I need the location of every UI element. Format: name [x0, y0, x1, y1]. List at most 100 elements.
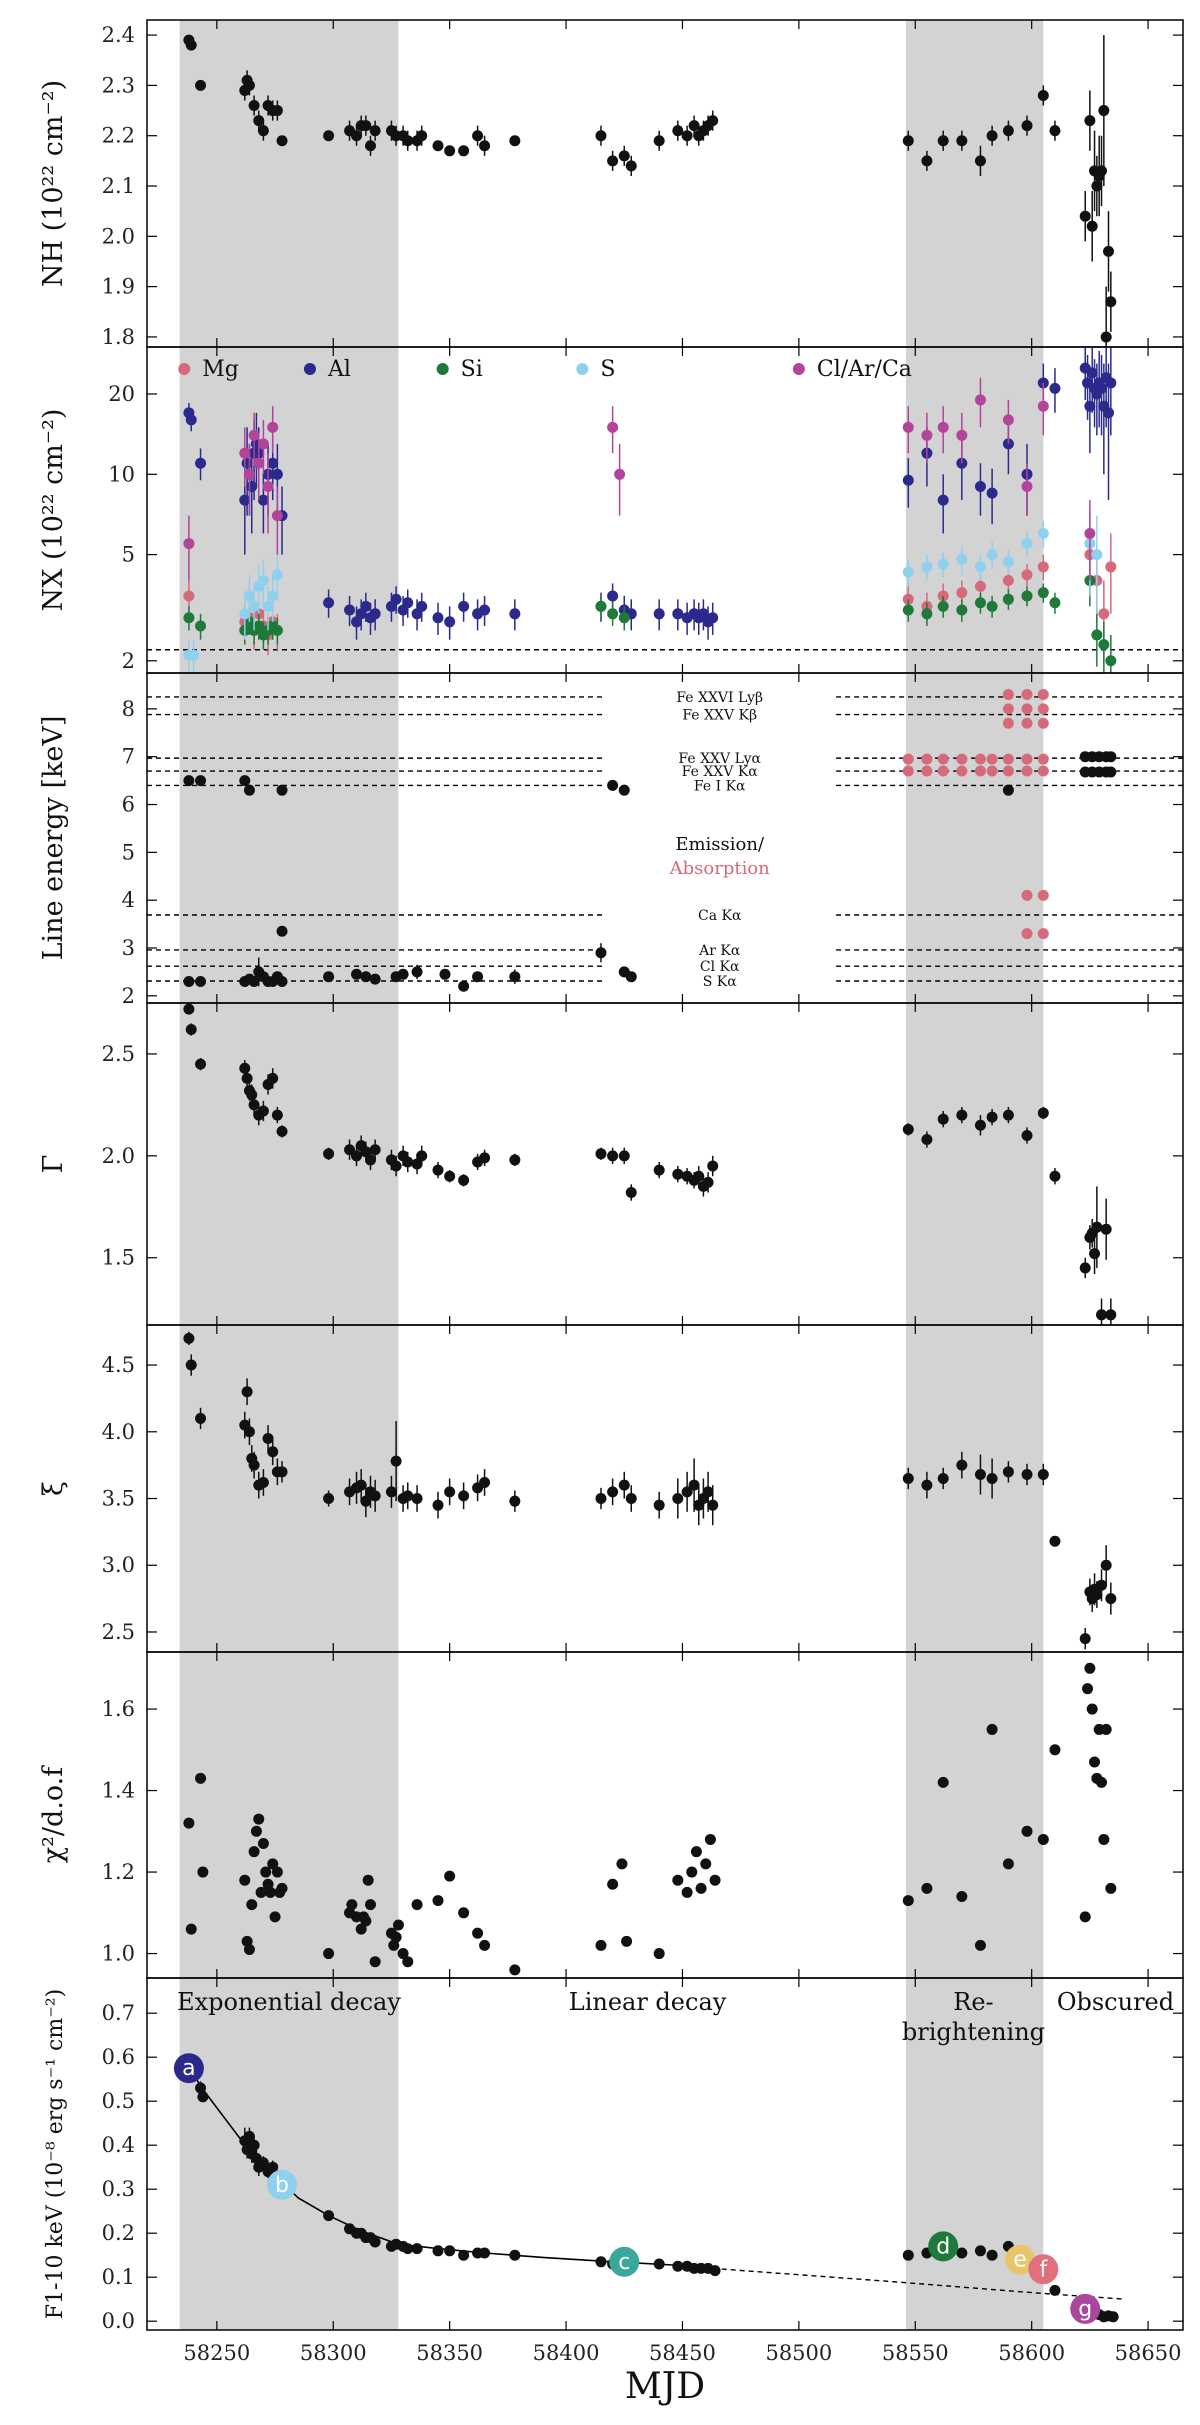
panel-gamma-plot-area: [183, 1003, 1117, 1325]
data-point: [1098, 639, 1110, 651]
data-point: [607, 1878, 619, 1890]
data-point: [369, 1956, 381, 1968]
data-point: [974, 765, 986, 777]
data-point: [707, 1160, 719, 1172]
data-point: [183, 1817, 195, 1829]
data-point: [1021, 120, 1033, 132]
data-point: [239, 608, 251, 620]
data-point: [239, 775, 251, 787]
data-point: [188, 649, 200, 661]
data-point: [607, 1486, 619, 1498]
y-tick-label: 1.8: [102, 325, 135, 349]
epoch-marker-b: [267, 2169, 298, 2200]
y-tick-label: 2.5: [102, 1620, 135, 1644]
data-point: [1098, 105, 1110, 117]
data-point: [1021, 928, 1033, 940]
data-point: [956, 765, 968, 777]
legend-marker-4: [792, 363, 805, 375]
data-point: [1091, 1221, 1103, 1233]
data-point: [902, 1123, 914, 1135]
data-point: [472, 130, 484, 142]
data-point: [956, 1891, 968, 1902]
data-point: [1100, 1723, 1112, 1735]
y-axis-title: NH (10²² cm⁻²): [38, 80, 69, 287]
data-point: [458, 2249, 470, 2261]
y-tick-label: 5: [122, 543, 135, 567]
data-point: [937, 135, 949, 147]
data-point: [688, 1479, 700, 1491]
data-point: [248, 1459, 260, 1471]
data-point: [688, 120, 700, 132]
data-point: [709, 1874, 721, 1886]
data-point: [1103, 245, 1115, 257]
data-point: [276, 925, 288, 937]
data-point: [937, 753, 949, 765]
data-point: [416, 1150, 428, 1162]
data-point: [253, 620, 265, 632]
data-point: [183, 1003, 195, 1015]
data-point: [369, 608, 381, 620]
data-point: [479, 1939, 491, 1951]
data-point: [243, 1943, 255, 1955]
series-s: [183, 507, 1103, 673]
data-point: [444, 1486, 456, 1498]
data-point: [276, 1466, 288, 1478]
phase-label-linear: Linear decay: [569, 1988, 727, 2016]
data-point: [360, 1495, 372, 1507]
data-point: [257, 2157, 269, 2169]
data-point: [267, 2161, 279, 2173]
data-point: [364, 140, 376, 152]
data-point: [1107, 2311, 1119, 2323]
y-tick-label: 1.5: [102, 1246, 135, 1270]
data-point: [1002, 753, 1014, 765]
data-point: [653, 1164, 665, 1176]
legend-marker-1: [303, 363, 316, 375]
data-point: [956, 553, 968, 565]
absorption-annotation: Absorption: [669, 858, 771, 879]
data-point: [1002, 703, 1014, 715]
data-point: [360, 971, 372, 983]
reference-line-label: Fe XXV Lyα: [678, 751, 761, 767]
data-point: [974, 597, 986, 609]
data-point: [937, 765, 949, 777]
series-absorption: [902, 689, 1049, 940]
data-point: [369, 1144, 381, 1156]
data-point: [702, 1176, 714, 1188]
data-point: [369, 973, 381, 985]
data-point: [902, 1895, 914, 1907]
data-point: [351, 616, 363, 628]
data-point: [346, 1899, 358, 1911]
data-point: [271, 510, 283, 522]
reference-line-label: Cl Kα: [700, 959, 740, 975]
data-point: [1049, 2284, 1061, 2296]
data-point: [362, 1874, 374, 1886]
data-point: [595, 1939, 607, 1951]
data-point: [360, 600, 372, 612]
y-tick-label: 1.4: [102, 1779, 135, 1803]
data-point: [432, 140, 444, 152]
legend-label-4: Cl/Ar/Ca: [817, 357, 912, 382]
data-point: [1096, 382, 1108, 394]
data-point: [625, 1187, 637, 1199]
data-point: [902, 765, 914, 777]
data-point: [241, 1386, 253, 1398]
data-point: [1096, 1309, 1108, 1321]
data-point: [195, 1412, 207, 1424]
data-point: [253, 1813, 265, 1825]
data-point: [1002, 1466, 1014, 1478]
data-point: [239, 1874, 251, 1886]
x-tick-label: 58450: [649, 2341, 716, 2365]
reference-line-label: Fe XXV Kβ: [682, 708, 757, 724]
data-point: [390, 1160, 402, 1172]
data-point: [902, 135, 914, 147]
y-axis-title: ξ: [38, 1481, 69, 1496]
data-point: [257, 438, 269, 450]
data-point: [974, 753, 986, 765]
data-point: [1021, 889, 1033, 901]
data-point: [411, 966, 423, 978]
data-point: [986, 549, 998, 561]
x-axis: 58250 58300 58350 58400 58450 58500 58550 58600…: [183, 2341, 1181, 2407]
data-point: [921, 1134, 933, 1146]
